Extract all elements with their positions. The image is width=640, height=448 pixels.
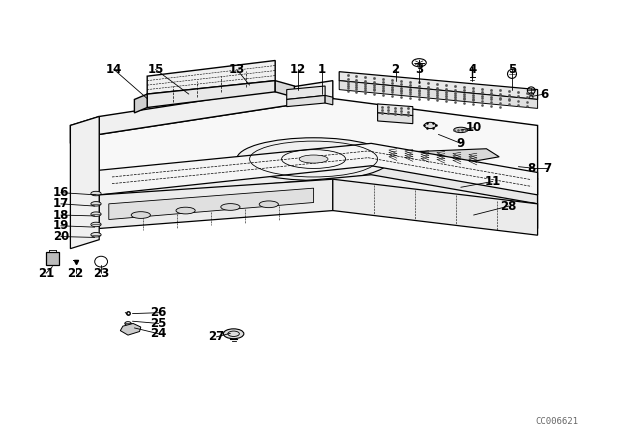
Ellipse shape — [259, 201, 278, 207]
Polygon shape — [339, 81, 538, 108]
Ellipse shape — [91, 191, 101, 196]
Text: 6: 6 — [540, 87, 548, 101]
Text: 10: 10 — [465, 121, 482, 134]
Polygon shape — [378, 104, 413, 116]
Ellipse shape — [91, 202, 101, 206]
Text: 22: 22 — [67, 267, 84, 280]
Text: 1: 1 — [318, 63, 326, 76]
Polygon shape — [339, 72, 538, 99]
Polygon shape — [99, 175, 538, 228]
Polygon shape — [70, 116, 99, 143]
Polygon shape — [99, 99, 538, 188]
Text: 26: 26 — [150, 306, 167, 319]
Text: 18: 18 — [52, 208, 69, 222]
Text: 20: 20 — [52, 230, 69, 243]
Ellipse shape — [223, 329, 244, 339]
Polygon shape — [287, 86, 325, 99]
Ellipse shape — [221, 203, 240, 210]
Polygon shape — [109, 188, 314, 220]
Polygon shape — [287, 95, 325, 107]
Polygon shape — [384, 149, 499, 164]
Ellipse shape — [91, 233, 101, 237]
Text: 23: 23 — [93, 267, 109, 280]
Polygon shape — [325, 95, 333, 105]
Ellipse shape — [131, 211, 150, 218]
Text: 16: 16 — [52, 186, 69, 199]
Text: 7: 7 — [543, 161, 551, 175]
Text: 4: 4 — [468, 63, 476, 76]
Ellipse shape — [300, 155, 328, 163]
Polygon shape — [120, 323, 141, 335]
Text: 13: 13 — [228, 63, 245, 76]
Text: 8: 8 — [527, 161, 535, 175]
Polygon shape — [333, 179, 538, 235]
Text: 2: 2 — [392, 63, 399, 76]
Ellipse shape — [454, 127, 468, 133]
Ellipse shape — [424, 122, 436, 129]
Polygon shape — [333, 161, 538, 204]
Text: 9: 9 — [457, 137, 465, 150]
Text: 21: 21 — [38, 267, 54, 280]
Text: 28: 28 — [500, 199, 517, 213]
Text: 15: 15 — [147, 63, 164, 76]
Text: 11: 11 — [484, 175, 501, 188]
Text: 27: 27 — [208, 330, 225, 344]
FancyBboxPatch shape — [46, 252, 59, 265]
Text: 25: 25 — [150, 317, 167, 330]
Text: CC006621: CC006621 — [535, 417, 579, 426]
Ellipse shape — [91, 222, 101, 227]
Text: 5: 5 — [508, 63, 516, 76]
Text: 14: 14 — [106, 63, 122, 76]
Polygon shape — [147, 81, 275, 108]
Polygon shape — [99, 81, 333, 134]
Ellipse shape — [176, 207, 195, 214]
Text: 17: 17 — [52, 197, 69, 211]
Text: 3: 3 — [415, 63, 423, 76]
Polygon shape — [99, 179, 333, 228]
Text: 24: 24 — [150, 327, 167, 340]
Polygon shape — [70, 116, 99, 249]
Polygon shape — [378, 113, 413, 124]
Text: 19: 19 — [52, 219, 69, 233]
Ellipse shape — [91, 212, 101, 216]
Polygon shape — [99, 161, 333, 206]
Polygon shape — [99, 143, 538, 195]
Text: 12: 12 — [289, 63, 306, 76]
Polygon shape — [275, 81, 294, 97]
Polygon shape — [147, 60, 275, 94]
Ellipse shape — [237, 138, 390, 180]
Polygon shape — [134, 94, 147, 113]
